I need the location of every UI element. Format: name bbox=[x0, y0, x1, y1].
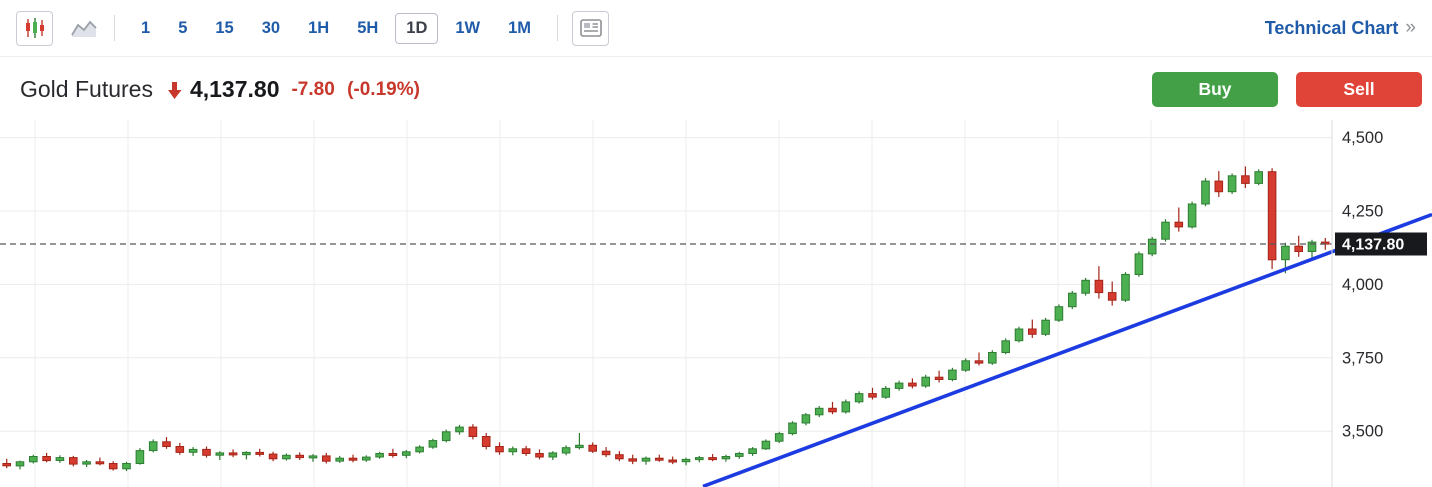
toolbar-divider bbox=[557, 15, 559, 41]
chart-toolbar: 1 5 15 30 1H 5H 1D 1W 1M Technical Chart… bbox=[0, 0, 1432, 57]
news-panel-button[interactable] bbox=[572, 10, 610, 46]
toolbar-divider bbox=[114, 15, 115, 41]
area-chart-type-button[interactable] bbox=[65, 10, 102, 46]
y-axis-label: 4,500 bbox=[1342, 129, 1383, 147]
instrument-title: Gold Futures bbox=[20, 76, 153, 102]
change-percent: (-0.19%) bbox=[347, 78, 420, 100]
news-panel-icon bbox=[579, 19, 602, 37]
timeframe-15[interactable]: 15 bbox=[204, 13, 244, 44]
technical-chart-link[interactable]: Technical Chart » bbox=[1265, 17, 1416, 39]
timeframe-group: 1 5 15 30 1H 5H 1D 1W 1M bbox=[127, 12, 545, 44]
timeframe-1[interactable]: 1 bbox=[130, 13, 161, 44]
y-axis-label: 4,000 bbox=[1342, 276, 1383, 294]
buy-button[interactable]: Buy bbox=[1152, 72, 1278, 107]
svg-text:4,137.80: 4,137.80 bbox=[1342, 237, 1404, 254]
trendline bbox=[702, 212, 1432, 487]
timeframe-5h[interactable]: 5H bbox=[346, 13, 389, 44]
price-down-arrow-icon bbox=[167, 82, 182, 99]
technical-chart-label: Technical Chart bbox=[1264, 17, 1399, 38]
current-price-tag: 4,137.80 bbox=[1335, 232, 1427, 256]
y-axis-label: 3,500 bbox=[1342, 423, 1383, 441]
area-chart-icon bbox=[70, 20, 97, 37]
y-axis-label: 4,250 bbox=[1342, 203, 1383, 221]
candles bbox=[2, 166, 1330, 472]
price-change: -7.80 (-0.19%) bbox=[291, 79, 419, 101]
last-price: 4,137.80 bbox=[189, 76, 280, 102]
trade-buttons: Buy Sell bbox=[1152, 72, 1424, 107]
timeframe-1m[interactable]: 1M bbox=[497, 13, 542, 44]
instrument-header: Gold Futures 4,137.80 -7.80 (-0.19%) Buy… bbox=[0, 57, 1432, 120]
y-axis-label: 3,750 bbox=[1342, 349, 1383, 367]
timeframe-1w[interactable]: 1W bbox=[444, 13, 491, 44]
price-chart[interactable]: 4,500 4,250 4,000 3,750 3,500 4,137.80 bbox=[0, 120, 1432, 487]
chart-area: 4,500 4,250 4,000 3,750 3,500 4,137.80 bbox=[0, 120, 1432, 487]
candlestick-chart-type-button[interactable] bbox=[16, 10, 53, 46]
timeframe-5[interactable]: 5 bbox=[167, 13, 198, 44]
candlestick-icon bbox=[25, 18, 44, 38]
timeframe-1d[interactable]: 1D bbox=[395, 12, 439, 44]
timeframe-30[interactable]: 30 bbox=[251, 13, 291, 44]
change-value: -7.80 bbox=[291, 78, 335, 100]
double-chevron-right-icon: » bbox=[1405, 17, 1416, 38]
sell-button[interactable]: Sell bbox=[1296, 72, 1422, 107]
timeframe-1h[interactable]: 1H bbox=[297, 13, 340, 44]
